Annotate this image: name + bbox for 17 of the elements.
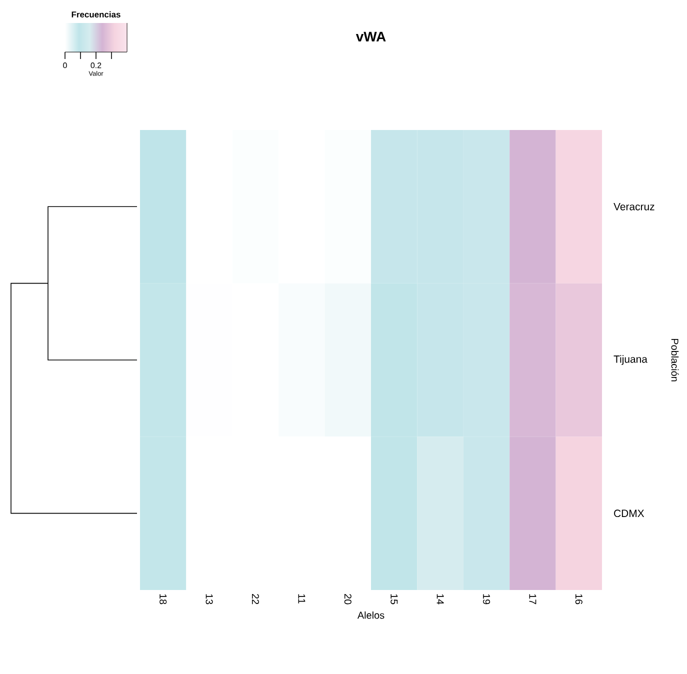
- x-tick-label: 11: [298, 594, 306, 604]
- x-tick-label: 13: [206, 594, 213, 604]
- y-tick-label: Tijuana: [614, 355, 648, 365]
- x-tick-label: 14: [436, 594, 444, 604]
- x-tick-label: 16: [575, 594, 582, 604]
- x-tick-label: 18: [160, 594, 167, 604]
- y-tick-label: CDMX: [614, 510, 644, 518]
- x-axis-title: Alelos: [357, 611, 384, 619]
- y-tick-label: Veracruz: [614, 203, 654, 210]
- x-tick-label: 20: [344, 594, 352, 604]
- legend-title: Frecuencias: [72, 11, 120, 18]
- x-tick-label: 22: [252, 594, 259, 604]
- chart-title: vWA: [356, 32, 386, 42]
- y-axis-title: Población: [671, 338, 679, 382]
- x-tick-label: 15: [390, 594, 398, 604]
- x-tick-label: 19: [482, 594, 490, 604]
- x-tick-label: 17: [529, 594, 536, 604]
